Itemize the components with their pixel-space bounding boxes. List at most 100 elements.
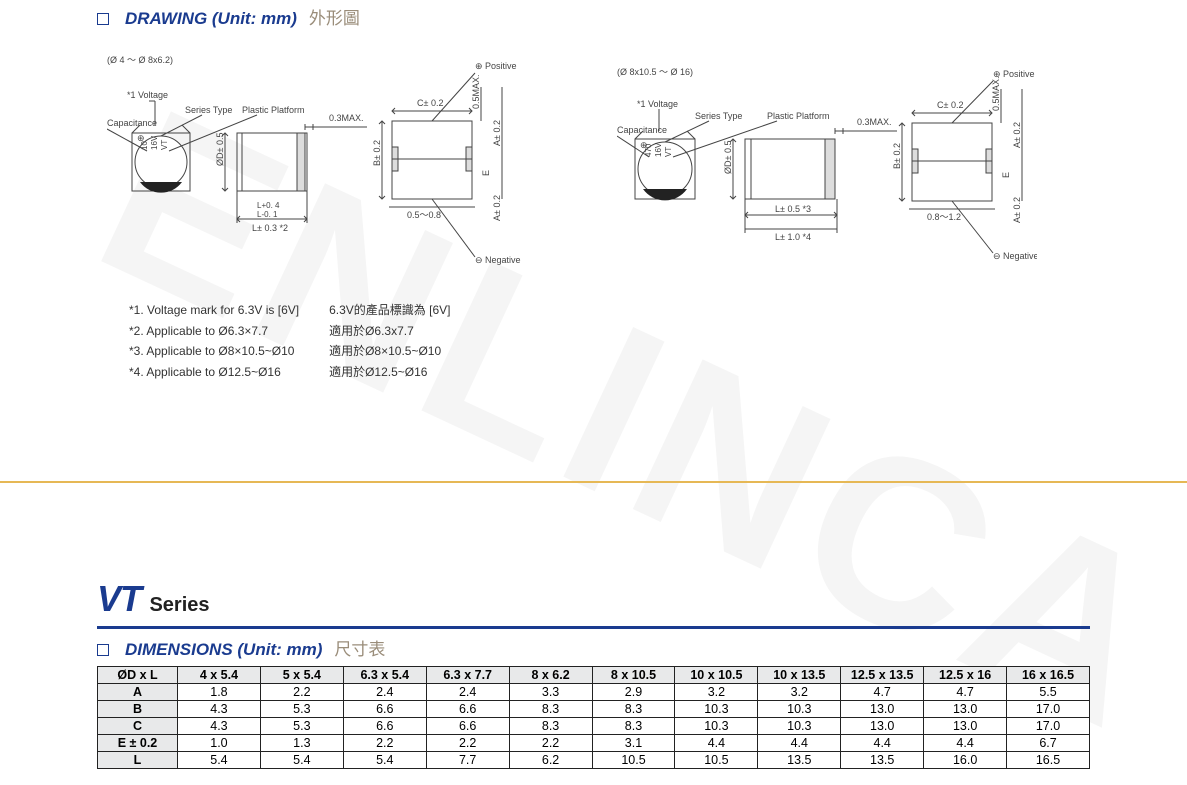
dim-L10: L± 1.0 *4 bbox=[775, 232, 811, 242]
table-cell: 13.0 bbox=[841, 700, 924, 717]
drawing-left: (Ø 4 ～ Ø 8x6.2) *1 Voltage Capacitance S… bbox=[107, 51, 527, 271]
voltage-note: *1 Voltage bbox=[127, 90, 168, 100]
cap-val-3: VT bbox=[664, 147, 673, 157]
row-label: C bbox=[98, 717, 178, 734]
voltage-note: *1 Voltage bbox=[637, 99, 678, 109]
dim-03max: 0.3MAX. bbox=[329, 113, 364, 123]
table-header-row: ØD x L 4 x 5.4 5 x 5.4 6.3 x 5.4 6.3 x 7… bbox=[98, 666, 1090, 683]
table-cell: 16.5 bbox=[1007, 751, 1090, 768]
dim-A-upper: A± 0.2 bbox=[492, 120, 502, 146]
row-label: B bbox=[98, 700, 178, 717]
table-row: L5.45.45.47.76.210.510.513.513.516.016.5 bbox=[98, 751, 1090, 768]
cap-val-2: 16V bbox=[654, 142, 663, 157]
svg-text:⊕: ⊕ bbox=[137, 133, 145, 143]
negative-label: Negative bbox=[485, 255, 521, 265]
svg-text:⊕: ⊕ bbox=[640, 140, 648, 150]
table-cell: 1.0 bbox=[178, 734, 261, 751]
table-cell: 3.1 bbox=[592, 734, 675, 751]
table-cell: 3.2 bbox=[758, 683, 841, 700]
dimensions-section-header: DIMENSIONS (Unit: mm) 尺寸表 bbox=[97, 635, 1090, 660]
drawing-title-zh: 外形圖 bbox=[309, 4, 360, 29]
col-header: 12.5 x 13.5 bbox=[841, 666, 924, 683]
table-cell: 6.2 bbox=[509, 751, 592, 768]
table-cell: 8.3 bbox=[592, 717, 675, 734]
plastic-platform-label: Plastic Platform bbox=[767, 111, 830, 121]
table-cell: 10.3 bbox=[758, 717, 841, 734]
table-row: E ± 0.21.01.32.22.22.23.14.44.44.44.46.7 bbox=[98, 734, 1090, 751]
table-cell: 4.3 bbox=[178, 717, 261, 734]
table-cell: 16.0 bbox=[924, 751, 1007, 768]
dim-D: ØD± 0.5 bbox=[215, 133, 225, 166]
dimensions-table: ØD x L 4 x 5.4 5 x 5.4 6.3 x 5.4 6.3 x 7… bbox=[97, 666, 1090, 769]
dim-C: C± 0.2 bbox=[937, 100, 963, 110]
table-cell: 4.4 bbox=[841, 734, 924, 751]
svg-text:⊖: ⊖ bbox=[475, 255, 483, 265]
table-row: C4.35.36.66.68.38.310.310.313.013.017.0 bbox=[98, 717, 1090, 734]
dim-A-lower: A± 0.2 bbox=[492, 195, 502, 221]
dim-03max: 0.3MAX. bbox=[857, 117, 892, 127]
table-cell: 13.5 bbox=[758, 751, 841, 768]
dim-L05: L± 0.5 *3 bbox=[775, 204, 811, 214]
note-en: *4. Applicable to Ø12.5~Ø16 bbox=[129, 363, 327, 382]
table-cell: 2.2 bbox=[509, 734, 592, 751]
table-cell: 2.4 bbox=[426, 683, 509, 700]
col-header: 6.3 x 7.7 bbox=[426, 666, 509, 683]
table-cell: 5.4 bbox=[343, 751, 426, 768]
dim-B: B± 0.2 bbox=[372, 140, 382, 166]
table-cell: 13.5 bbox=[841, 751, 924, 768]
table-cell: 10.3 bbox=[675, 717, 758, 734]
dim-A-upper: A± 0.2 bbox=[1012, 122, 1022, 148]
table-cell: 6.6 bbox=[343, 717, 426, 734]
dimensions-title-zh: 尺寸表 bbox=[334, 635, 385, 660]
table-cell: 6.6 bbox=[426, 700, 509, 717]
series-type-label: Series Type bbox=[695, 111, 742, 121]
plastic-platform-label: Plastic Platform bbox=[242, 105, 305, 115]
positive-label: Positive bbox=[1003, 69, 1035, 79]
note-zh: 適用於Ø12.5~Ø16 bbox=[329, 363, 478, 382]
svg-text:⊖: ⊖ bbox=[993, 251, 1001, 261]
row-label: L bbox=[98, 751, 178, 768]
drawing-title-en: DRAWING (Unit: mm) bbox=[125, 9, 297, 29]
row-label: E ± 0.2 bbox=[98, 734, 178, 751]
note-en: *1. Voltage mark for 6.3V is [6V] bbox=[129, 301, 327, 320]
note-row: *4. Applicable to Ø12.5~Ø16適用於Ø12.5~Ø16 bbox=[129, 363, 478, 382]
series-underline bbox=[97, 626, 1090, 629]
table-cell: 2.2 bbox=[343, 734, 426, 751]
table-cell: 17.0 bbox=[1007, 717, 1090, 734]
table-cell: 2.2 bbox=[260, 683, 343, 700]
drawing-right: (Ø 8x10.5 ～ Ø 16) *1 Voltage Capacitance… bbox=[617, 51, 1037, 271]
svg-text:⊕: ⊕ bbox=[993, 69, 1001, 79]
note-zh: 適用於Ø8×10.5~Ø10 bbox=[329, 342, 478, 361]
cap-val-3: VT bbox=[160, 140, 169, 150]
col-header: 10 x 13.5 bbox=[758, 666, 841, 683]
capacitance-label: Capacitance bbox=[617, 125, 667, 135]
table-cell: 8.3 bbox=[592, 700, 675, 717]
dim-A-lower: A± 0.2 bbox=[1012, 197, 1022, 223]
table-cell: 5.4 bbox=[260, 751, 343, 768]
section-box-icon bbox=[97, 644, 109, 656]
note-en: *2. Applicable to Ø6.3×7.7 bbox=[129, 322, 327, 341]
dim-E: E bbox=[481, 170, 491, 176]
table-cell: 6.7 bbox=[1007, 734, 1090, 751]
section-box-icon bbox=[97, 13, 109, 25]
table-cell: 13.0 bbox=[841, 717, 924, 734]
table-cell: 10.5 bbox=[675, 751, 758, 768]
table-cell: 10.3 bbox=[675, 700, 758, 717]
table-cell: 8.3 bbox=[509, 700, 592, 717]
col-header: 10 x 10.5 bbox=[675, 666, 758, 683]
notes-table: *1. Voltage mark for 6.3V is [6V]6.3V的產品… bbox=[127, 299, 480, 383]
table-row: A1.82.22.42.43.32.93.23.24.74.75.5 bbox=[98, 683, 1090, 700]
dim-E: E bbox=[1001, 172, 1011, 178]
range-label: (Ø 8x10.5 ～ Ø 16) bbox=[617, 67, 693, 77]
table-cell: 17.0 bbox=[1007, 700, 1090, 717]
table-cell: 5.4 bbox=[178, 751, 261, 768]
series-vt: VT bbox=[97, 578, 141, 619]
table-cell: 4.4 bbox=[924, 734, 1007, 751]
table-cell: 4.4 bbox=[675, 734, 758, 751]
col-header: 16 x 16.5 bbox=[1007, 666, 1090, 683]
dim-B: B± 0.2 bbox=[892, 143, 902, 169]
capacitance-label: Capacitance bbox=[107, 118, 157, 128]
table-cell: 3.3 bbox=[509, 683, 592, 700]
col-header: 12.5 x 16 bbox=[924, 666, 1007, 683]
table-row: B4.35.36.66.68.38.310.310.313.013.017.0 bbox=[98, 700, 1090, 717]
